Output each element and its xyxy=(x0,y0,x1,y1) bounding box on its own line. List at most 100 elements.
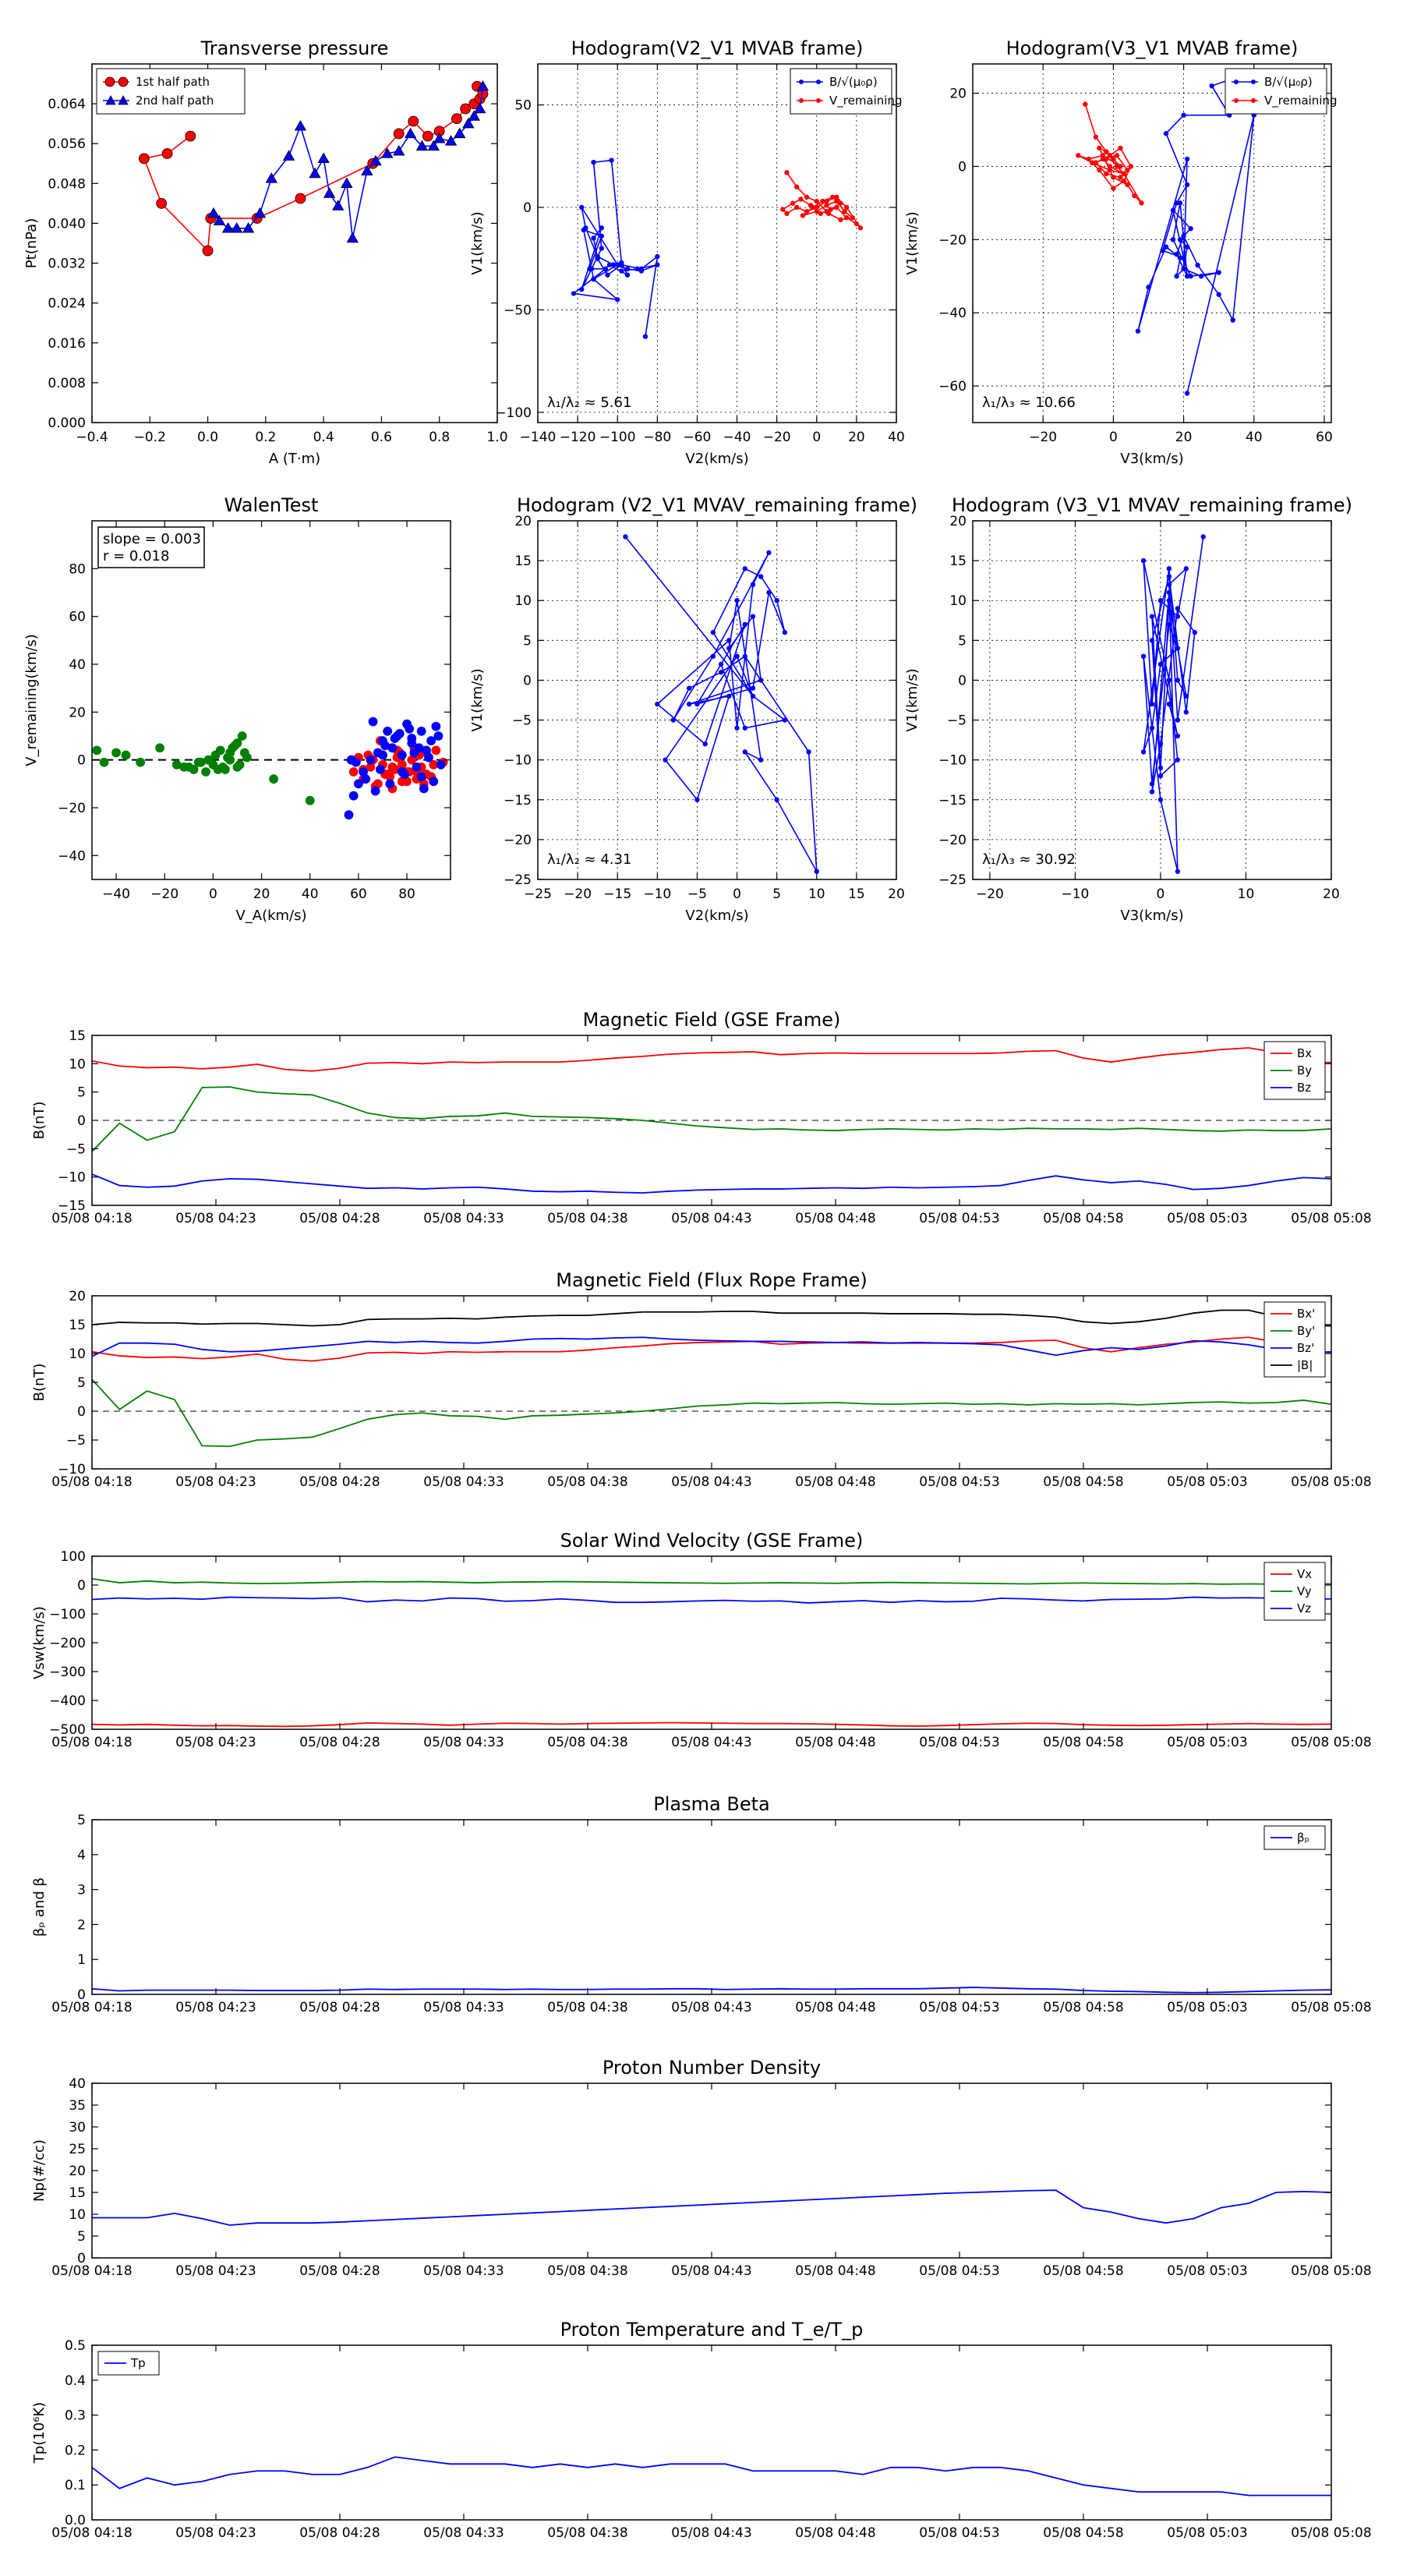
time-panel-1-legend: Bx By Bz xyxy=(1263,1041,1326,1100)
x-tick-label: 05/08 04:18 xyxy=(51,2263,132,2279)
x-tick-label: 05/08 04:28 xyxy=(299,2525,380,2541)
top-panel-3-series-1-point xyxy=(1177,255,1183,260)
top-panel-4-series-2-point xyxy=(221,765,230,774)
x-tick-label: 05/08 04:23 xyxy=(175,2000,256,2015)
top-panel-2-series-2-point xyxy=(838,200,843,206)
top-panel-1-series-1-point xyxy=(422,130,433,142)
legend-label: βₚ xyxy=(1297,1831,1309,1845)
top-panel-2-series-2-point xyxy=(843,204,850,211)
legend-label: 1st half path xyxy=(136,75,210,89)
legend-marker xyxy=(799,80,804,84)
top-panel-1-series-1-point xyxy=(161,148,173,159)
top-panel-1-series-2-point xyxy=(207,207,220,218)
top-panel-3-series-1-point xyxy=(1146,285,1151,290)
y-tick-label: 80 xyxy=(69,561,86,577)
x-tick-label: −15 xyxy=(603,886,631,902)
legend-marker xyxy=(104,76,115,87)
top-panel-3-series-2-point xyxy=(1083,101,1088,107)
top-panel-4-series-2-point xyxy=(155,743,164,753)
y-tick-label: 0.024 xyxy=(48,296,86,312)
y-tick-label: 0 xyxy=(77,753,86,769)
top-panel-6-series-1-point xyxy=(1175,717,1181,723)
top-panel-5-series-1-point xyxy=(702,741,708,747)
legend-label: By' xyxy=(1297,1324,1315,1338)
legend-label: B/√(μ₀ρ) xyxy=(829,75,878,89)
time-panel-3-ylabel: Vsw(km/s) xyxy=(31,1606,48,1679)
top-panel-5-xlabel: V2(km/s) xyxy=(685,908,748,924)
x-tick-label: 05/08 04:43 xyxy=(671,2525,751,2541)
time-panel-2-series-4-line xyxy=(92,1309,1331,1327)
top-panel-5-series-1-point xyxy=(734,653,740,659)
top-panel-3-series-2-point xyxy=(1118,164,1123,169)
x-tick-label: 05/08 05:08 xyxy=(1291,1474,1371,1490)
top-panel-1-legend: 1st half path 2nd half path xyxy=(96,68,246,115)
time-panel-1: 05/08 04:18 05/08 04:23 05/08 04:28 05/08 0… xyxy=(31,1009,1372,1226)
top-panel-1-series-1-point xyxy=(156,197,168,209)
x-tick-label: 05/08 04:53 xyxy=(919,2525,999,2541)
top-panel-4-series-3-point xyxy=(385,779,395,789)
y-tick-label: 10 xyxy=(949,593,967,609)
top-panel-6-ylabel: V1(km/s) xyxy=(904,668,921,731)
top-panel-3-series-1-point xyxy=(1181,233,1186,239)
top-panel-3-series-2-point xyxy=(1100,156,1106,162)
top-panel-6-series-1-point xyxy=(1149,789,1155,794)
top-panel-3-series-2-point xyxy=(1121,171,1127,177)
y-tick-label: −15 xyxy=(938,793,967,809)
x-tick-label: 05/08 04:18 xyxy=(51,2525,132,2541)
top-panel-2-series-2-point xyxy=(814,209,819,214)
y-tick-label: −40 xyxy=(938,306,967,321)
y-tick-label: 0 xyxy=(523,200,532,216)
x-tick-label: −20 xyxy=(150,886,178,902)
x-tick-label: 05/08 04:48 xyxy=(795,1211,875,1226)
top-panel-3-series-1-point xyxy=(1188,274,1193,279)
x-tick-label: 05/08 04:58 xyxy=(1043,1474,1123,1490)
top-panel-1: −0.4 −0.2 0.0 0.2 0.4 0.6 0.8 1.0 0.000 0.008 0.01… xyxy=(23,37,508,467)
top-panel-4-series-3-point xyxy=(397,750,407,760)
top-panel-2-frame xyxy=(537,63,897,423)
top-panel-3-series-1-point xyxy=(1184,244,1190,249)
y-tick-label: 10 xyxy=(514,593,532,609)
top-panel-3-series-2-point xyxy=(1100,153,1106,158)
y-tick-label: 0 xyxy=(523,673,532,688)
y-tick-label: 5 xyxy=(77,1375,86,1391)
top-panel-2-xlabel: V2(km/s) xyxy=(685,451,748,467)
time-panel-1-ylabel: B(nT) xyxy=(31,1102,48,1140)
top-panel-4-series-2-point xyxy=(225,755,235,765)
top-panel-3-series-1-point xyxy=(1195,262,1200,268)
x-tick-label: 05/08 05:08 xyxy=(1291,2000,1371,2015)
y-tick-label: 25 xyxy=(69,2142,86,2157)
top-panel-1-title: Transverse pressure xyxy=(200,37,389,59)
x-tick-label: 05/08 04:33 xyxy=(423,1211,504,1226)
legend-marker xyxy=(118,76,129,87)
top-panel-2-ylabel: V1(km/s) xyxy=(469,211,486,274)
top-panel-2-series-2-point xyxy=(838,217,843,222)
y-tick-label: −200 xyxy=(49,1636,86,1651)
top-panel-4-series-2-point xyxy=(305,795,315,805)
top-panel-6-series-1-point xyxy=(1183,693,1189,699)
top-panel-3-series-2-point xyxy=(1111,186,1116,191)
top-panel-3-series-2-point xyxy=(1097,145,1102,151)
top-panel-4-series-3-point xyxy=(412,762,422,772)
top-panel-3-series-1-point xyxy=(1181,266,1186,272)
top-panel-2-series-2-point xyxy=(794,204,800,211)
top-panel-4-series-2-point xyxy=(179,762,189,772)
top-panel-1-series-1-point xyxy=(408,115,419,127)
time-panel-2-title: Magnetic Field (Flux Rope Frame) xyxy=(556,1269,867,1291)
top-panel-1-series-1-point xyxy=(460,103,472,115)
top-panel-4-series-3-point xyxy=(383,726,393,736)
x-tick-label: 05/08 04:33 xyxy=(423,2263,504,2279)
x-tick-label: 05/08 05:08 xyxy=(1291,1211,1371,1226)
top-panel-2: −140 −120 −100 −80 −60 −40 −20 0 20 40−100−50050H… xyxy=(469,37,905,467)
y-tick-label: 60 xyxy=(69,610,86,625)
top-panel-3-series-2-point xyxy=(1097,167,1102,173)
time-panel-4-legend: βₚ xyxy=(1263,1825,1326,1850)
x-tick-label: 0.0 xyxy=(197,430,218,445)
y-tick-label: 10 xyxy=(69,1056,86,1072)
y-tick-label: −400 xyxy=(49,1693,86,1709)
y-tick-label: 4 xyxy=(77,1848,86,1863)
top-panel-4-series-3-point xyxy=(426,736,436,746)
x-tick-label: 05/08 04:28 xyxy=(299,1211,380,1226)
top-panel-4-series-3-point xyxy=(378,750,387,760)
top-panel-3-series-2-point xyxy=(1114,153,1120,158)
top-panel-4-series-3-point xyxy=(397,767,407,777)
